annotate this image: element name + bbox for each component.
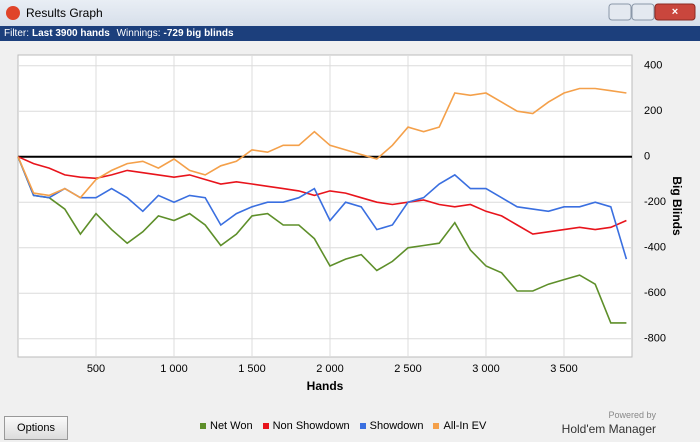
filter-hands: Last 3900 hands xyxy=(32,28,110,39)
legend-item[interactable]: Net Won xyxy=(200,420,253,432)
y-tick-label: -600 xyxy=(644,287,666,299)
title-decor: × xyxy=(6,3,696,21)
series-line xyxy=(17,87,627,199)
legend-item[interactable]: Non Showdown xyxy=(262,420,350,432)
legend-label: Net Won xyxy=(210,420,253,432)
y-tick-label: 400 xyxy=(644,60,662,72)
winnings-value: -729 big blinds xyxy=(163,28,234,39)
chart: -800 -600 -400 -200 0 200 400 500 1 000 1 500 2 00… xyxy=(17,54,684,393)
y-tick-label: 0 xyxy=(644,151,650,163)
plot-area xyxy=(17,54,633,358)
options-button[interactable]: Options xyxy=(4,416,68,440)
legend-label: All-In EV xyxy=(443,420,487,432)
legend-item[interactable]: All-In EV xyxy=(433,420,486,432)
y-tick-label: -400 xyxy=(644,242,666,254)
filter-label: Filter: xyxy=(4,28,29,39)
legend-swatch xyxy=(262,423,269,429)
minimize-button[interactable] xyxy=(608,3,632,21)
legend-item[interactable]: Showdown xyxy=(359,420,424,432)
legend-label: Non Showdown xyxy=(272,420,350,432)
y-tick-label: -200 xyxy=(644,196,666,208)
x-tick-label: 1 500 xyxy=(238,363,266,375)
series-line xyxy=(17,156,628,260)
filter-bar: Filter: Last 3900 hands Winnings: -729 big… xyxy=(0,26,700,41)
legend-swatch xyxy=(200,423,206,429)
app-icon xyxy=(6,6,20,20)
x-tick-label: 3 000 xyxy=(472,363,500,375)
powered-by: Powered by xyxy=(608,410,656,420)
y-axis-label: Big Blinds xyxy=(670,176,684,236)
close-button[interactable] xyxy=(654,3,696,21)
legend-swatch xyxy=(359,423,366,429)
x-axis-label: Hands xyxy=(307,379,344,393)
legend: Net Won Non Showdown Showdown All-In EV xyxy=(200,420,496,432)
title-bar: × Results Graph xyxy=(0,0,700,26)
y-tick-label: 200 xyxy=(644,105,662,117)
legend-swatch xyxy=(433,423,440,429)
x-tick-label: 1 000 xyxy=(160,363,188,375)
x-tick-label: 3 500 xyxy=(550,363,578,375)
x-tick-label: 2 500 xyxy=(394,363,422,375)
legend-label: Showdown xyxy=(369,420,424,432)
maximize-button[interactable] xyxy=(631,3,655,21)
window-title: Results Graph xyxy=(26,6,103,20)
x-tick-label: 2 000 xyxy=(316,363,344,375)
x-tick-label: 500 xyxy=(87,363,105,375)
bottom-bar: Options Net Won Non Showdown Showdown All-I… xyxy=(0,410,700,442)
brand: Hold'em Manager xyxy=(561,422,656,436)
y-tick-label: -800 xyxy=(644,333,666,345)
series-line xyxy=(17,155,627,235)
close-glyph: × xyxy=(672,6,678,18)
winnings-label: Winnings: xyxy=(116,28,161,39)
series-line xyxy=(17,156,627,324)
